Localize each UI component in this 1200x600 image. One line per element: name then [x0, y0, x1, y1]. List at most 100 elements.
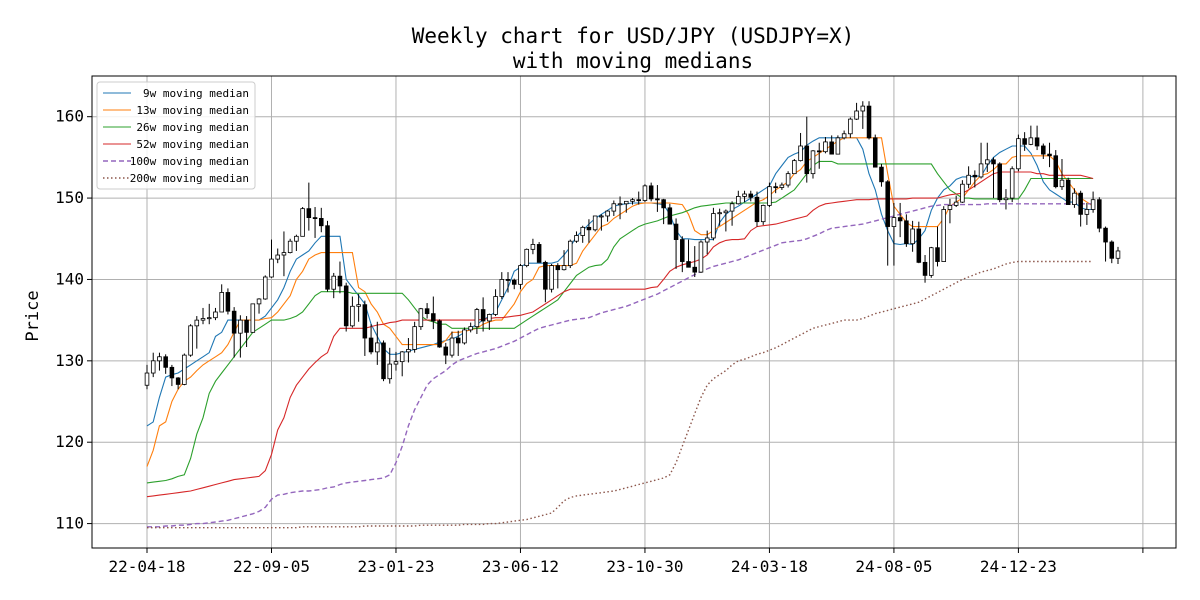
candle-body-up: [1084, 209, 1090, 215]
candle-body-up: [767, 186, 772, 206]
candle-body-up: [729, 203, 735, 212]
candle-body-up: [144, 372, 150, 386]
y-tick-label: 110: [55, 514, 84, 533]
candle-body-up: [331, 275, 336, 290]
y-axis: 110 120 130 140 150 160: [55, 107, 92, 533]
candle-body-down: [773, 186, 778, 189]
x-tick-label: 22-09-05: [233, 557, 310, 576]
candle-body-up: [736, 196, 741, 205]
chart-subtitle: with moving medians: [513, 49, 753, 73]
candle-body-up: [592, 215, 598, 231]
candle-body-up: [468, 326, 473, 331]
y-tick-label: 130: [55, 351, 84, 370]
candle-body-up: [966, 174, 971, 185]
candle-body-up: [742, 193, 747, 197]
candle-body-up: [269, 258, 274, 278]
candle-body-up: [350, 305, 355, 327]
candle-body-up: [294, 235, 299, 242]
candle-body-up: [150, 360, 156, 374]
candle-body-down: [337, 275, 343, 287]
candle-body-up: [929, 247, 934, 276]
candle-body-up: [219, 292, 224, 313]
candle-body-up: [449, 337, 455, 356]
candle-body-down: [754, 196, 760, 223]
candle-body-down: [431, 313, 436, 322]
candle-body-down: [1109, 241, 1115, 259]
candle-body-down: [1078, 192, 1083, 215]
candle-body-up: [1009, 168, 1015, 199]
candle-body-up: [493, 296, 498, 315]
candle-body-up: [841, 133, 847, 139]
candle-body-up: [200, 318, 206, 321]
candle-body-down: [555, 265, 561, 271]
candle-body-down: [655, 198, 660, 201]
candle-body-down: [163, 356, 168, 368]
candle-body-down: [443, 346, 449, 356]
candle-body-down: [1034, 137, 1040, 147]
candle-body-down: [306, 208, 312, 218]
candle-body-down: [686, 261, 691, 268]
candle-body-up: [723, 210, 729, 214]
candle-body-down: [648, 185, 654, 200]
candle-body-up: [1028, 137, 1034, 145]
candle-body-down: [231, 310, 237, 334]
candle-body-up: [985, 159, 990, 165]
candle-body-down: [879, 166, 884, 183]
y-tick-label: 150: [55, 188, 84, 207]
candle-body-up: [549, 265, 554, 290]
candle-body-up: [300, 208, 305, 237]
candle-body-up: [262, 276, 268, 300]
candle-body-up: [412, 326, 417, 350]
candle-body-up: [910, 228, 915, 245]
candle-body-up: [275, 254, 280, 260]
candle-body-down: [511, 279, 517, 285]
candle-body-up: [418, 308, 424, 328]
candle-body-down: [437, 320, 442, 348]
candle-body-up: [599, 215, 604, 218]
candle-body-up: [524, 248, 529, 267]
candle-body-down: [505, 279, 511, 281]
candle-body-down: [816, 150, 822, 153]
candle-body-up: [356, 304, 361, 307]
plot-frame: [91, 75, 1177, 549]
candle-body-up: [406, 349, 411, 353]
candle-body-up: [518, 265, 523, 285]
candle-body-up: [1090, 199, 1096, 210]
candle-body-down: [1103, 227, 1108, 243]
candle-body-up: [399, 351, 405, 363]
candle-body-up: [256, 298, 262, 305]
candle-body-up: [194, 319, 200, 327]
x-tick-label: 24-03-18: [731, 557, 808, 576]
candle-body-up: [798, 145, 803, 162]
candle-body-down: [804, 145, 810, 175]
candle-body-up: [1016, 138, 1021, 170]
candle-body-up: [704, 237, 710, 243]
candle-body-up: [848, 118, 853, 135]
candle-body-up: [188, 325, 193, 356]
candle-body-down: [244, 319, 249, 333]
x-tick-label: 24-12-23: [980, 557, 1057, 576]
candle-body-down: [319, 218, 324, 227]
candle-body-up: [281, 252, 287, 256]
candle-body-down: [1041, 145, 1046, 155]
candle-body-up: [860, 105, 866, 112]
candle-body-down: [748, 193, 754, 198]
candle-body-up: [611, 203, 617, 212]
candle-body-down: [885, 181, 890, 227]
candle-body-up: [947, 204, 953, 210]
y-tick-label: 160: [55, 107, 84, 126]
candle-body-down: [829, 141, 834, 155]
y-tick-label: 140: [55, 269, 84, 288]
grid-lines: [92, 76, 1176, 548]
legend-label: 9w moving median: [143, 87, 249, 100]
legend-label: 13w moving median: [136, 104, 249, 117]
candle-body-down: [543, 261, 548, 290]
legend-label: 200w moving median: [130, 172, 249, 185]
legend-label: 26w moving median: [136, 121, 249, 134]
candle-body-down: [972, 174, 978, 178]
candle-body-down: [368, 337, 374, 353]
candle-body-up: [250, 303, 256, 333]
x-tick-label: 23-01-23: [357, 557, 434, 576]
candle-body-up: [375, 342, 380, 353]
series-line-100w: [147, 203, 1094, 528]
